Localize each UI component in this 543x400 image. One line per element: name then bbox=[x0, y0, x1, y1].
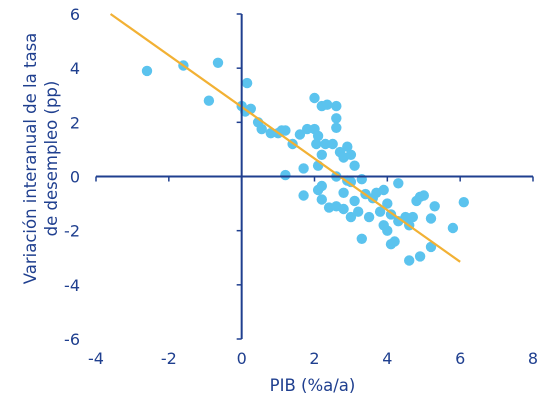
data-point bbox=[327, 138, 338, 150]
data-point bbox=[349, 195, 360, 207]
data-point bbox=[212, 57, 224, 68]
y-tick-label: 6 bbox=[70, 5, 80, 24]
data-point bbox=[378, 184, 389, 196]
data-point bbox=[363, 211, 375, 223]
data-point bbox=[256, 123, 267, 135]
data-point bbox=[418, 190, 429, 201]
y-tick-label: 2 bbox=[70, 113, 80, 132]
data-point bbox=[342, 141, 353, 152]
x-tick-label: 4 bbox=[382, 349, 392, 368]
tick-labels: -4 -2 0 2 4 6 8 -6 -4 -2 0 2 4 6 bbox=[64, 5, 538, 368]
data-point bbox=[331, 100, 342, 112]
data-point bbox=[294, 129, 306, 140]
data-point bbox=[400, 211, 411, 223]
data-point bbox=[320, 138, 331, 150]
y-axis-title-line-1: Variación interanual de la tasa bbox=[21, 33, 40, 285]
data-point bbox=[280, 169, 291, 181]
data-point bbox=[345, 149, 357, 160]
data-point bbox=[458, 197, 469, 208]
axes bbox=[95, 13, 534, 340]
data-point bbox=[141, 65, 153, 77]
trendline bbox=[109, 13, 461, 263]
x-tick-label: 2 bbox=[309, 349, 319, 368]
data-point bbox=[241, 77, 253, 89]
data-point bbox=[338, 203, 349, 215]
data-point bbox=[298, 163, 309, 174]
data-point bbox=[382, 198, 393, 209]
data-point bbox=[374, 206, 386, 217]
data-point bbox=[345, 176, 357, 188]
data-point bbox=[382, 225, 393, 236]
y-tick-label: -2 bbox=[64, 222, 80, 241]
y-tick-label: 0 bbox=[70, 168, 80, 187]
data-point bbox=[322, 99, 333, 110]
data-point bbox=[447, 222, 459, 234]
trendline-layer bbox=[109, 13, 461, 263]
x-tick-label: 0 bbox=[237, 349, 247, 368]
data-point bbox=[316, 180, 327, 192]
data-point bbox=[311, 138, 322, 150]
x-tick-label: 8 bbox=[528, 349, 538, 368]
data-point bbox=[349, 160, 360, 171]
data-point bbox=[429, 201, 440, 212]
data-point bbox=[389, 236, 400, 247]
y-tick-label: -4 bbox=[64, 276, 80, 295]
data-point bbox=[331, 113, 342, 124]
x-axis-title: PIB (%a/a) bbox=[270, 376, 356, 395]
data-point bbox=[353, 206, 364, 217]
data-point bbox=[393, 178, 404, 189]
data-point bbox=[316, 194, 327, 205]
y-axis-title: Variación interanual de la tasa de desem… bbox=[21, 33, 61, 285]
data-point bbox=[280, 125, 291, 136]
data-point bbox=[338, 187, 349, 198]
data-point bbox=[345, 211, 357, 223]
y-tick-label: -6 bbox=[64, 330, 80, 349]
data-point bbox=[425, 213, 437, 224]
data-point bbox=[404, 255, 415, 266]
data-point bbox=[309, 92, 320, 104]
data-point bbox=[356, 233, 367, 244]
x-tick-label: -2 bbox=[161, 349, 177, 368]
data-point bbox=[316, 149, 327, 160]
data-point bbox=[331, 122, 342, 133]
data-point bbox=[407, 211, 418, 223]
data-point bbox=[203, 95, 215, 106]
x-tick-label: -4 bbox=[88, 349, 104, 368]
y-tick-label: 4 bbox=[70, 59, 80, 78]
y-axis-title-line-2: de desempleo (pp) bbox=[42, 81, 61, 237]
data-point bbox=[312, 130, 324, 142]
data-point bbox=[302, 123, 313, 135]
x-tick-label: 6 bbox=[455, 349, 465, 368]
data-point bbox=[298, 190, 309, 201]
data-point bbox=[414, 251, 426, 262]
